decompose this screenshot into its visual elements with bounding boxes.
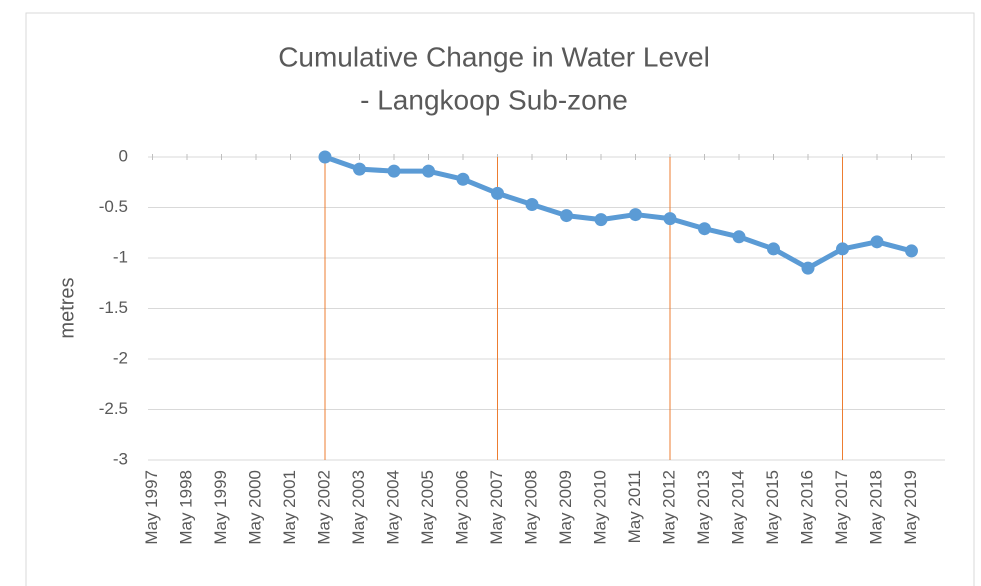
y-tick-label: -1	[113, 247, 128, 266]
data-point	[456, 172, 470, 186]
x-tick-label: May 2016	[797, 470, 816, 545]
chart-title: - Langkoop Sub-zone	[360, 84, 628, 115]
data-point	[353, 162, 366, 176]
y-tick-label: -2.5	[99, 399, 128, 418]
data-point	[836, 242, 849, 256]
data-point	[870, 235, 884, 249]
y-tick-label: -2	[113, 348, 128, 367]
data-point	[698, 222, 711, 236]
x-tick-label: May 2002	[314, 470, 333, 545]
x-tick-label: May 2003	[349, 470, 368, 545]
x-tick-label: May 2009	[556, 470, 575, 545]
data-point	[905, 244, 918, 258]
x-tick-label: May 2000	[245, 470, 264, 545]
data-point	[767, 242, 780, 256]
y-axis-label: metres	[56, 277, 78, 338]
x-tick-label: May 2014	[728, 470, 747, 545]
x-tick-label: May 2013	[694, 470, 713, 545]
x-tick-label: May 2010	[590, 470, 609, 545]
y-tick-label: 0	[119, 146, 128, 165]
x-tick-label: May 2012	[659, 470, 678, 545]
x-tick-label: May 1997	[142, 470, 161, 545]
data-point	[663, 212, 677, 226]
x-tick-label: May 2019	[901, 470, 920, 545]
x-tick-label: May 1998	[176, 470, 195, 545]
x-tick-label: May 2018	[866, 470, 885, 545]
y-tick-label: -3	[113, 449, 128, 468]
x-tick-label: May 2015	[763, 470, 782, 545]
y-tick-label: -0.5	[99, 197, 128, 216]
chart-title: Cumulative Change in Water Level	[278, 41, 710, 72]
x-tick-label: May 2004	[383, 470, 402, 545]
data-point	[801, 261, 815, 275]
data-point	[525, 197, 539, 211]
data-point	[629, 208, 642, 222]
data-point	[422, 164, 435, 178]
x-tick-label: May 2005	[418, 470, 437, 545]
data-point	[318, 150, 332, 164]
x-tick-label: May 2007	[487, 470, 506, 545]
x-tick-label: May 2017	[832, 470, 851, 545]
x-tick-label: May 2008	[521, 470, 540, 545]
chart-frame	[25, 12, 975, 586]
y-tick-label: -1.5	[99, 298, 128, 317]
x-tick-label: May 1999	[211, 470, 230, 545]
data-point	[387, 164, 401, 178]
data-point	[560, 209, 573, 223]
x-tick-label: May 2011	[625, 470, 644, 543]
data-point	[491, 186, 504, 200]
data-point	[732, 230, 746, 244]
data-point	[594, 213, 608, 227]
x-tick-label: May 2006	[452, 470, 471, 545]
x-tick-label: May 2001	[280, 470, 299, 545]
